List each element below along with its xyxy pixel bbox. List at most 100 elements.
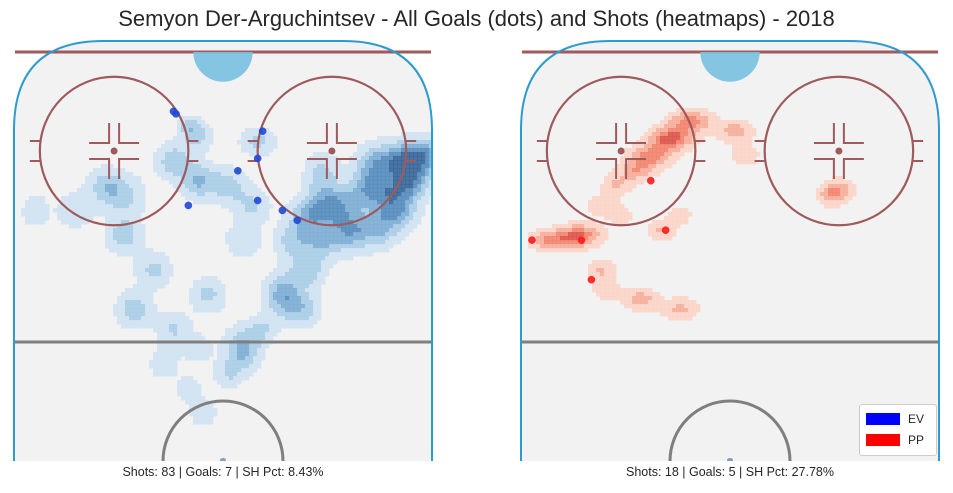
heatmap-cell <box>532 244 537 249</box>
heatmap-cell <box>624 304 629 309</box>
heatmap-cell <box>305 236 310 241</box>
heatmap-cell <box>201 356 206 361</box>
heatmap-cell <box>656 228 661 233</box>
heatmap-cell <box>648 152 653 157</box>
heatmap-cell <box>393 196 398 201</box>
heatmap-cell <box>205 128 210 133</box>
heatmap-cell <box>656 164 661 169</box>
heatmap-cell <box>716 124 721 129</box>
heatmap-cell <box>660 156 665 161</box>
heatmap-cell <box>357 240 362 245</box>
heatmap-cell <box>325 180 330 185</box>
heatmap-cell <box>620 204 625 209</box>
heatmap-cell <box>349 248 354 253</box>
heatmap-cell <box>413 148 418 153</box>
heatmap-cell <box>313 192 318 197</box>
heatmap-cell <box>129 240 134 245</box>
heatmap-cell <box>664 312 669 317</box>
heatmap-cell <box>652 228 657 233</box>
heatmap-cell <box>321 280 326 285</box>
heatmap-cell <box>648 292 653 297</box>
heatmap-cell <box>684 300 689 305</box>
heatmap-cell <box>564 236 569 241</box>
heatmap-cell <box>305 176 310 181</box>
heatmap-cell <box>325 192 330 197</box>
heatmap-cell <box>313 220 318 225</box>
heatmap-cell <box>289 268 294 273</box>
heatmap-cell <box>261 348 266 353</box>
heatmap-cell <box>321 240 326 245</box>
heatmap-cell <box>141 188 146 193</box>
heatmap-cell <box>181 328 186 333</box>
heatmap-cell <box>257 352 262 357</box>
heatmap-cell <box>321 168 326 173</box>
heatmap-cell <box>365 244 370 249</box>
heatmap-cell <box>169 156 174 161</box>
heatmap-cell <box>81 192 86 197</box>
heatmap-cell <box>349 224 354 229</box>
heatmap-cell <box>640 164 645 169</box>
heatmap-cell <box>297 292 302 297</box>
heatmap-cell <box>121 168 126 173</box>
center-dot <box>220 458 226 461</box>
heatmap-cell <box>349 192 354 197</box>
heatmap-cell <box>600 268 605 273</box>
heatmap-cell <box>189 144 194 149</box>
heatmap-cell <box>353 184 358 189</box>
heatmap-cell <box>552 236 557 241</box>
heatmap-cell <box>736 144 741 149</box>
heatmap-cell <box>293 276 298 281</box>
heatmap-cell <box>173 344 178 349</box>
heatmap-cell <box>149 360 154 365</box>
heatmap-cell <box>177 136 182 141</box>
heatmap-cell <box>165 144 170 149</box>
heatmap-cell <box>93 184 98 189</box>
heatmap-cell <box>333 188 338 193</box>
heatmap-cell <box>197 332 202 337</box>
heatmap-cell <box>185 380 190 385</box>
heatmap-cell <box>313 320 318 325</box>
heatmap-cell <box>844 180 849 185</box>
heatmap-cell <box>828 188 833 193</box>
heatmap-cell <box>321 152 326 157</box>
heatmap-cell <box>269 328 274 333</box>
heatmap-cell <box>381 228 386 233</box>
heatmap-cell <box>313 240 318 245</box>
heatmap-cell <box>269 316 274 321</box>
heatmap-cell <box>165 332 170 337</box>
heatmap-cell <box>193 176 198 181</box>
heatmap-cell <box>289 264 294 269</box>
heatmap-cell <box>568 224 573 229</box>
heatmap-cell <box>161 364 166 369</box>
heatmap-cell <box>225 192 230 197</box>
heatmap-cell <box>277 228 282 233</box>
heatmap-cell <box>229 348 234 353</box>
heatmap-cell <box>261 300 266 305</box>
heatmap-cell <box>237 356 242 361</box>
heatmap-cell <box>572 236 577 241</box>
heatmap-cell <box>377 192 382 197</box>
heatmap-cell <box>285 268 290 273</box>
heatmap-cell <box>648 232 653 237</box>
heatmap-cell <box>141 324 146 329</box>
heatmap-cell <box>129 220 134 225</box>
heatmap-cell <box>329 200 334 205</box>
heatmap-cell <box>592 244 597 249</box>
heatmap-cell <box>385 220 390 225</box>
heatmap-cell <box>181 116 186 121</box>
heatmap-cell <box>329 168 334 173</box>
heatmap-cell <box>253 208 258 213</box>
heatmap-cell <box>353 176 358 181</box>
heatmap-cell <box>552 224 557 229</box>
heatmap-cell <box>177 160 182 165</box>
heatmap-cell <box>413 212 418 217</box>
heatmap-cell <box>177 180 182 185</box>
heatmap-cell <box>189 396 194 401</box>
heatmap-cell <box>125 304 130 309</box>
heatmap-cell <box>393 192 398 197</box>
heatmap-cell <box>25 208 30 213</box>
heatmap-cell <box>744 144 749 149</box>
heatmap-cell <box>77 208 82 213</box>
heatmap-cell <box>157 336 162 341</box>
heatmap-cell <box>117 220 122 225</box>
